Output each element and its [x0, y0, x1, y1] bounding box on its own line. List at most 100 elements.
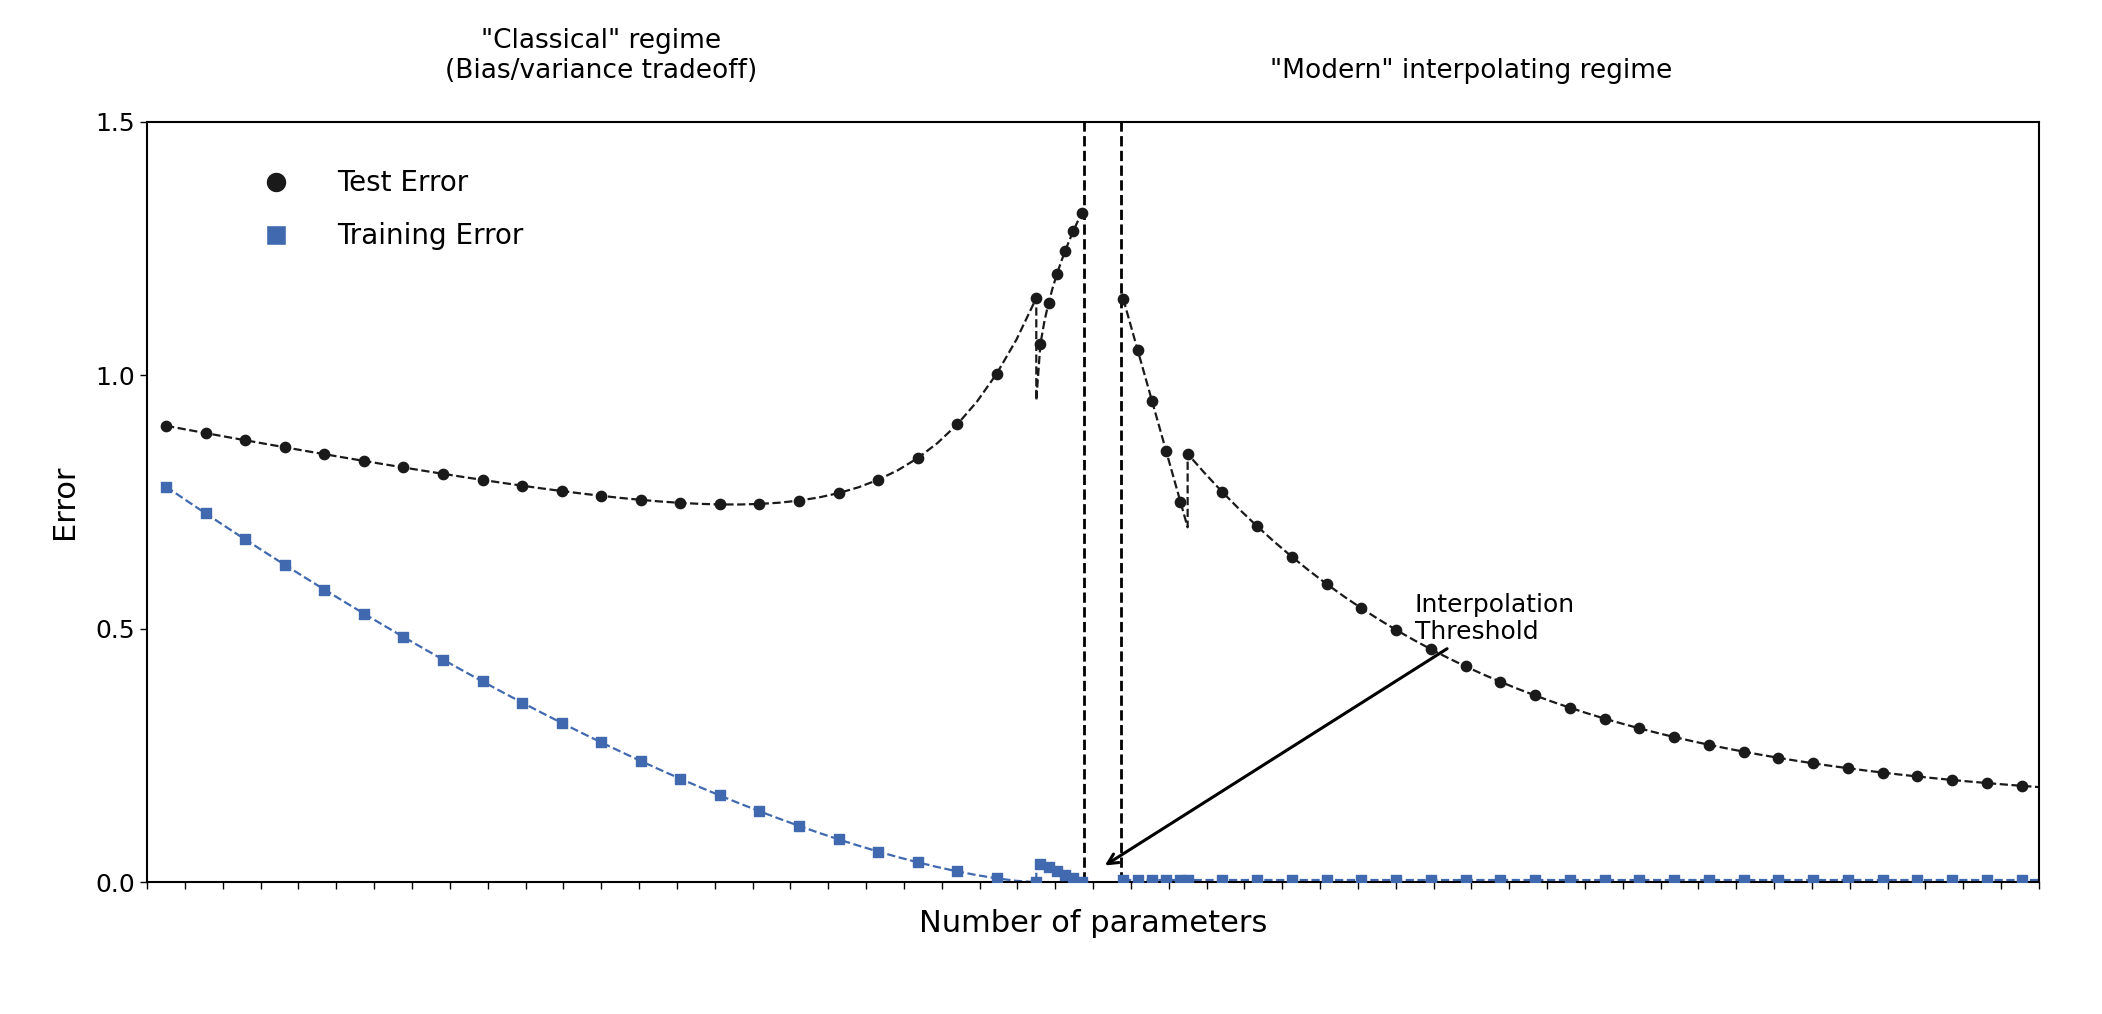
- Point: [1553, 871, 1587, 888]
- Point: [1415, 871, 1448, 888]
- Point: [1066, 874, 1099, 890]
- Point: [1692, 736, 1726, 752]
- Point: [1900, 871, 1934, 888]
- Point: [822, 831, 856, 848]
- Point: [2005, 778, 2039, 794]
- Point: [1040, 863, 1074, 879]
- Point: [504, 478, 538, 494]
- Point: [1518, 871, 1551, 888]
- Point: [1024, 336, 1057, 352]
- Point: [584, 734, 618, 750]
- Point: [267, 439, 301, 455]
- Point: [1207, 484, 1240, 500]
- Point: [1797, 755, 1831, 772]
- Point: [1032, 294, 1066, 310]
- Point: [347, 453, 380, 469]
- Point: [1623, 871, 1656, 888]
- Point: [1448, 871, 1482, 888]
- Point: [307, 446, 341, 462]
- Point: [189, 425, 223, 441]
- Point: [1040, 266, 1074, 282]
- Point: [1120, 342, 1154, 358]
- Point: [1970, 775, 2003, 791]
- Point: [1049, 867, 1083, 883]
- Point: [1587, 711, 1621, 727]
- Point: [1171, 446, 1204, 462]
- Point: [1135, 392, 1169, 409]
- Point: [1049, 242, 1083, 259]
- Point: [1448, 658, 1482, 674]
- Point: [1726, 743, 1759, 759]
- Point: [1867, 765, 1900, 781]
- Point: [980, 365, 1013, 381]
- Point: [664, 771, 698, 787]
- Point: [1135, 871, 1169, 888]
- Point: [504, 695, 538, 711]
- Point: [1165, 871, 1198, 888]
- Point: [1276, 549, 1310, 565]
- Point: [742, 496, 776, 512]
- Point: [1623, 720, 1656, 736]
- Point: [347, 605, 380, 622]
- Point: [267, 557, 301, 573]
- Point: [1106, 871, 1139, 888]
- Point: [1484, 871, 1518, 888]
- Point: [149, 479, 183, 495]
- Text: Interpolation
Threshold: Interpolation Threshold: [1108, 592, 1574, 864]
- Point: [1867, 871, 1900, 888]
- Point: [149, 418, 183, 434]
- Point: [1165, 494, 1198, 510]
- Point: [862, 844, 895, 860]
- Point: [1379, 622, 1413, 638]
- Point: [1656, 871, 1690, 888]
- Point: [702, 787, 736, 803]
- Point: [664, 495, 698, 511]
- Point: [742, 803, 776, 819]
- Point: [307, 581, 341, 597]
- Point: [467, 673, 500, 690]
- Point: [1310, 576, 1343, 592]
- Point: [1761, 871, 1795, 888]
- Point: [1797, 871, 1831, 888]
- Point: [702, 496, 736, 512]
- Point: [1019, 290, 1053, 306]
- Point: [427, 651, 460, 667]
- Point: [584, 488, 618, 504]
- Point: [1415, 641, 1448, 657]
- Point: [1692, 871, 1726, 888]
- Point: [1240, 871, 1274, 888]
- Point: [1019, 874, 1053, 890]
- Point: [1240, 518, 1274, 534]
- Text: "Modern" interpolating regime: "Modern" interpolating regime: [1270, 58, 1673, 83]
- Point: [1310, 871, 1343, 888]
- Point: [1726, 871, 1759, 888]
- X-axis label: Number of parameters: Number of parameters: [919, 909, 1268, 938]
- Point: [980, 870, 1013, 886]
- Point: [782, 817, 816, 834]
- Point: [1831, 760, 1864, 777]
- Point: [1171, 871, 1204, 888]
- Point: [1518, 687, 1551, 704]
- Point: [2005, 871, 2039, 888]
- Point: [822, 485, 856, 501]
- Point: [1936, 871, 1970, 888]
- Point: [624, 492, 658, 508]
- Y-axis label: Error: Error: [50, 464, 80, 539]
- Point: [1150, 871, 1183, 888]
- Point: [862, 472, 895, 488]
- Point: [1024, 856, 1057, 872]
- Point: [1032, 859, 1066, 875]
- Point: [1345, 600, 1379, 617]
- Point: [902, 450, 935, 466]
- Point: [387, 459, 420, 476]
- Point: [1484, 673, 1518, 690]
- Point: [1379, 871, 1413, 888]
- Point: [1106, 291, 1139, 307]
- Point: [1831, 871, 1864, 888]
- Point: [229, 531, 263, 548]
- Point: [1345, 871, 1379, 888]
- Point: [624, 752, 658, 769]
- Point: [1553, 700, 1587, 716]
- Point: [189, 505, 223, 521]
- Point: [387, 629, 420, 645]
